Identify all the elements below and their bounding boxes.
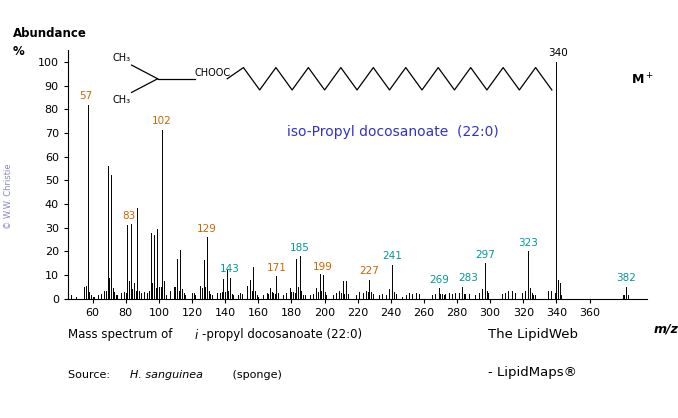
Text: Abundance: Abundance <box>13 27 87 40</box>
Text: 323: 323 <box>518 238 538 248</box>
Text: © W.W. Christie: © W.W. Christie <box>3 164 13 229</box>
Text: 199: 199 <box>313 262 333 272</box>
Text: - LipidMaps®: - LipidMaps® <box>488 366 577 379</box>
Text: $i$: $i$ <box>194 328 199 342</box>
Text: 340: 340 <box>548 48 568 59</box>
Text: M$^+$: M$^+$ <box>631 73 654 88</box>
Text: 185: 185 <box>290 243 310 252</box>
Text: 57: 57 <box>79 91 93 101</box>
Text: H. sanguinea: H. sanguinea <box>130 370 203 380</box>
Text: The LipidWeb: The LipidWeb <box>488 328 578 341</box>
Text: CH₃: CH₃ <box>113 95 130 105</box>
Text: 143: 143 <box>220 264 240 274</box>
Text: Source:: Source: <box>68 370 113 380</box>
Text: 171: 171 <box>266 263 286 273</box>
Text: -propyl docosanoate (22:0): -propyl docosanoate (22:0) <box>202 328 362 341</box>
Text: 227: 227 <box>359 266 379 276</box>
Text: CH₃: CH₃ <box>113 53 130 63</box>
Text: 83: 83 <box>123 211 136 221</box>
Text: 241: 241 <box>382 251 402 261</box>
Text: 297: 297 <box>475 250 495 260</box>
Text: 269: 269 <box>429 275 449 285</box>
Text: 102: 102 <box>153 116 172 126</box>
Text: 382: 382 <box>616 273 636 283</box>
Text: iso-Propyl docosanoate  (22:0): iso-Propyl docosanoate (22:0) <box>287 125 498 139</box>
Text: CHOOC: CHOOC <box>195 68 231 77</box>
Text: 129: 129 <box>197 224 217 234</box>
Text: (sponge): (sponge) <box>229 370 282 380</box>
Text: 283: 283 <box>459 273 479 283</box>
Text: Mass spectrum of: Mass spectrum of <box>68 328 176 341</box>
Text: %: % <box>13 45 24 58</box>
Text: m/z: m/z <box>654 323 678 336</box>
